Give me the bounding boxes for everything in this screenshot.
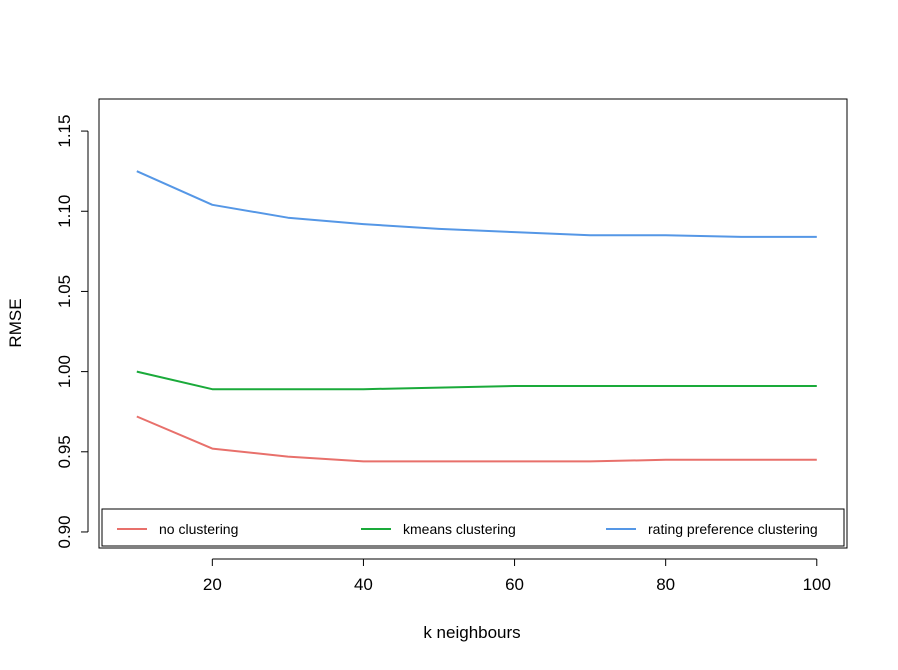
y-tick-label: 1.15 (55, 115, 74, 148)
y-axis-title: RMSE (6, 298, 25, 347)
series-layer (136, 170, 817, 463)
x-tick-label: 80 (656, 575, 675, 594)
legend-box (101, 508, 845, 547)
y-tick-label: 1.05 (55, 275, 74, 308)
y-tick-label: 0.90 (55, 515, 74, 548)
x-tick-label: 40 (354, 575, 373, 594)
series-line-no-clustering (136, 415, 817, 463)
series-line-kmeans-clustering (136, 370, 817, 391)
plot-frame (98, 98, 848, 549)
legend-label: rating preference clustering (648, 521, 818, 537)
x-tick-label: 60 (505, 575, 524, 594)
legend-label: kmeans clustering (403, 521, 516, 537)
x-axis: 20 40 60 80 100 (203, 558, 831, 594)
x-tick-label: 20 (203, 575, 222, 594)
legend-label: no clustering (159, 521, 238, 537)
series-line-rating-preference-clustering (136, 170, 817, 238)
y-tick-label: 1.10 (55, 195, 74, 228)
y-axis: 0.90 0.95 1.00 1.05 1.10 1.15 (55, 115, 89, 549)
legend: no clustering kmeans clustering rating pre… (101, 508, 845, 547)
y-tick-label: 1.00 (55, 355, 74, 388)
x-axis-title: k neighbours (423, 623, 520, 642)
y-tick-label: 0.95 (55, 435, 74, 468)
x-tick-label: 100 (803, 575, 831, 594)
